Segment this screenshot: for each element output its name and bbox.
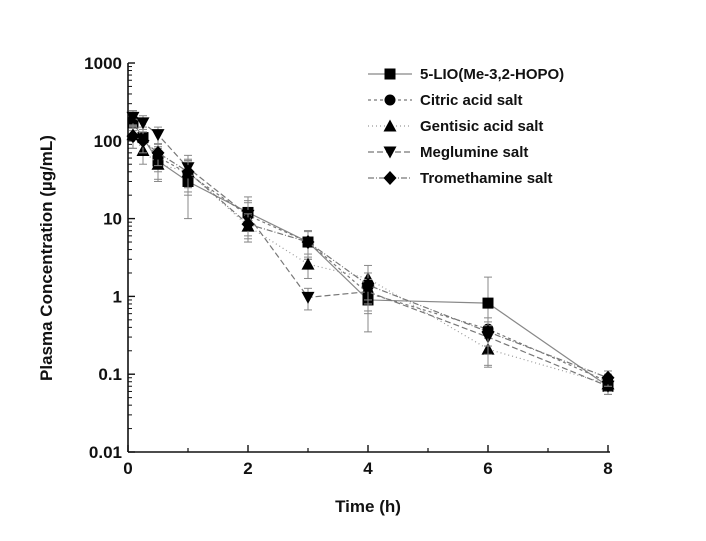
y-tick-label: 0.01 [89, 443, 122, 462]
series-layer [126, 110, 615, 395]
data-point [151, 145, 165, 160]
y-tick-label: 1000 [84, 54, 122, 73]
x-tick-label: 2 [243, 459, 252, 478]
legend-marker [383, 119, 397, 132]
legend-label: Gentisic acid salt [420, 118, 543, 135]
legend-label: Meglumine salt [420, 144, 528, 161]
data-point [241, 217, 255, 232]
data-point [301, 235, 315, 250]
x-tick-label: 8 [603, 459, 612, 478]
y-axis-title: Plasma Concentration (µg/mL) [37, 135, 56, 381]
series-line [132, 116, 609, 387]
data-point [126, 111, 140, 124]
x-tick-label: 0 [123, 459, 132, 478]
data-point [361, 278, 375, 293]
legend: 5-LIO(Me-3,2-HOPO) Citric acid salt Gentis… [368, 66, 564, 187]
series [126, 124, 615, 392]
y-tick-label: 10 [103, 210, 122, 229]
legend-label: Tromethamine salt [420, 170, 553, 187]
data-point [181, 164, 195, 179]
legend-marker [384, 94, 396, 106]
legend-item: Tromethamine salt [368, 170, 553, 187]
y-tick-label: 1 [113, 287, 122, 306]
legend-item: Citric acid salt [368, 92, 523, 109]
series [127, 111, 614, 392]
data-point [301, 257, 315, 270]
data-point [151, 129, 165, 142]
legend-marker [384, 68, 396, 80]
data-point [482, 297, 494, 309]
data-point [601, 370, 615, 385]
series-line [132, 134, 609, 385]
data-point [136, 133, 150, 148]
legend-marker [383, 171, 397, 185]
data-point [481, 324, 495, 339]
legend-label: Citric acid salt [420, 92, 523, 109]
y-tick-label: 0.1 [98, 365, 122, 384]
legend-item: 5-LIO(Me-3,2-HOPO) [368, 66, 564, 83]
data-point [136, 117, 150, 130]
y-axis: 0.01 0.1 1 10 100 1000 [84, 54, 135, 462]
legend-item: Meglumine salt [368, 144, 528, 161]
data-point [301, 291, 315, 304]
x-axis-title: Time (h) [335, 497, 401, 516]
legend-marker [383, 146, 397, 159]
x-tick-label: 4 [363, 459, 373, 478]
x-tick-label: 6 [483, 459, 492, 478]
series-line [132, 122, 609, 387]
y-tick-label: 100 [94, 132, 122, 151]
legend-item: Gentisic acid salt [368, 118, 543, 135]
series-line [132, 119, 609, 383]
series [126, 126, 615, 387]
x-axis: 0 2 4 6 8 [123, 445, 613, 478]
data-point [126, 129, 140, 144]
legend-label: 5-LIO(Me-3,2-HOPO) [420, 66, 564, 83]
